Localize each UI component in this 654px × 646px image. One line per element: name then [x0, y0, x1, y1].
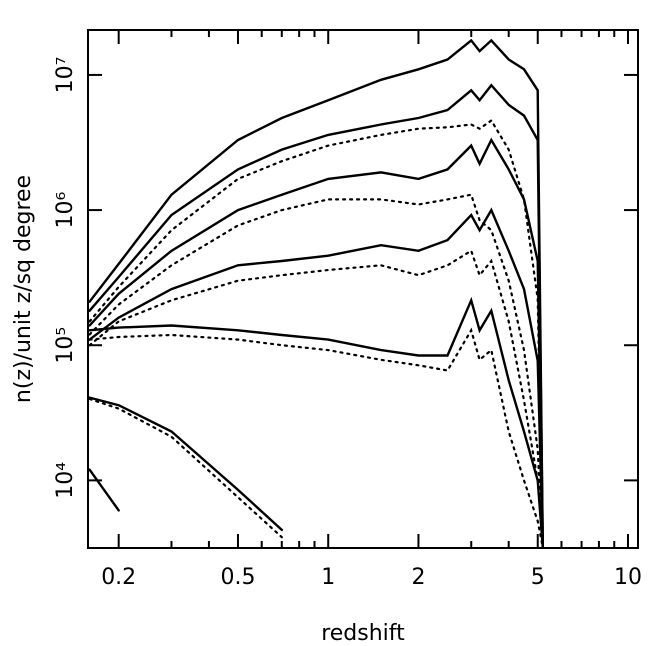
curve — [88, 118, 544, 548]
curve — [88, 249, 544, 548]
plot-frame — [87, 29, 639, 549]
y-tick-label: 10⁴ — [53, 462, 78, 499]
x-tick-label: 10 — [614, 565, 642, 590]
y-axis-label: n(z)/unit z/sq degree — [11, 175, 36, 403]
x-tick-label: 5 — [531, 565, 545, 590]
y-tick-label: 10⁶ — [53, 192, 78, 229]
curve — [88, 137, 544, 548]
curve — [88, 296, 544, 548]
curve — [88, 207, 544, 548]
curve — [88, 38, 544, 548]
x-tick-label: 2 — [411, 565, 425, 590]
y-tick-label: 10⁵ — [53, 327, 78, 364]
curves — [88, 38, 544, 548]
curve — [88, 397, 283, 539]
y-tick-label: 10⁷ — [53, 57, 78, 94]
curve — [88, 396, 283, 532]
x-tick-label: 0.5 — [220, 565, 255, 590]
curve — [88, 468, 120, 512]
curve — [88, 327, 544, 548]
curve — [88, 193, 544, 548]
x-axis-label: redshift — [321, 621, 405, 646]
x-tick-label: 1 — [321, 565, 335, 590]
curve — [88, 83, 544, 548]
x-tick-label: 0.2 — [101, 565, 136, 590]
